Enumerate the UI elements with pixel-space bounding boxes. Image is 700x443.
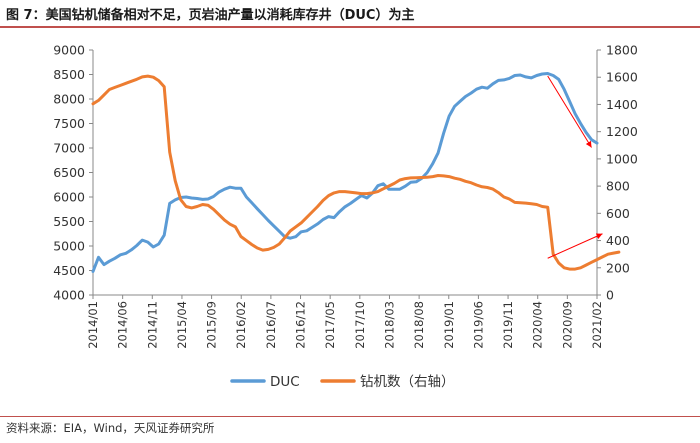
trend-arrow-2 (547, 233, 603, 259)
trend-arrow-1 (547, 75, 592, 148)
x-tick-label: 2019/06 (471, 301, 485, 349)
right-tick-label: 1800 (606, 43, 638, 58)
x-tick-label: 2019/11 (501, 301, 515, 349)
x-tick-label: 2020/04 (531, 301, 545, 349)
right-tick-label: 1200 (606, 124, 638, 139)
left-tick-label: 5500 (53, 214, 85, 229)
x-tick-label: 2015/09 (205, 301, 219, 349)
legend-label: 钻机数（右轴） (360, 374, 455, 390)
x-tick-label: 2017/10 (353, 301, 367, 349)
left-tick-label: 4000 (53, 288, 85, 303)
title-underline (0, 26, 700, 28)
x-tick-label: 2016/12 (294, 301, 308, 349)
figure-title: 图 7：美国钻机储备相对不足，页岩油产量以消耗库存井（DUC）为主 (6, 8, 415, 23)
left-tick-label: 7000 (53, 141, 85, 156)
axes-layer: 4000450050005500600065007000750080008500… (53, 43, 638, 349)
right-tick-label: 200 (606, 260, 630, 275)
x-tick-label: 2020/09 (560, 301, 574, 349)
right-tick-label: 400 (606, 233, 630, 248)
right-tick-label: 600 (606, 206, 630, 221)
x-tick-label: 2016/07 (264, 301, 278, 349)
x-tick-label: 2014/01 (86, 301, 100, 349)
right-tick-label: 0 (606, 288, 614, 303)
x-tick-label: 2016/02 (234, 301, 248, 349)
x-tick-label: 2014/06 (116, 301, 130, 349)
left-tick-label: 9000 (53, 43, 85, 58)
right-tick-label: 1400 (606, 97, 638, 112)
x-tick-label: 2017/05 (323, 301, 337, 349)
footer-rule (0, 416, 700, 417)
series-line-duc (91, 72, 599, 273)
series-layer (91, 72, 621, 273)
left-tick-label: 5000 (53, 239, 85, 254)
right-tick-label: 800 (606, 179, 630, 194)
annotation-layer (547, 75, 603, 259)
x-tick-label: 2021/02 (590, 301, 604, 349)
right-tick-label: 1000 (606, 151, 638, 166)
left-tick-label: 8000 (53, 92, 85, 107)
left-tick-label: 6500 (53, 165, 85, 180)
x-tick-label: 2018/08 (412, 301, 426, 349)
x-tick-label: 2018/03 (382, 301, 396, 349)
legend-label: DUC (270, 374, 300, 390)
source-note: 资料来源：EIA，Wind，天风证券研究所 (6, 421, 215, 435)
x-tick-label: 2014/11 (145, 301, 159, 349)
x-tick-label: 2019/01 (442, 301, 456, 349)
left-tick-label: 7500 (53, 116, 85, 131)
right-tick-label: 1600 (606, 70, 638, 85)
x-tick-label: 2015/04 (175, 301, 189, 349)
left-tick-label: 4500 (53, 263, 85, 278)
series-line-rig-count (91, 74, 621, 271)
legend: DUC 钻机数（右轴） (230, 374, 455, 390)
left-tick-label: 8500 (53, 67, 85, 82)
left-tick-label: 6000 (53, 190, 85, 205)
